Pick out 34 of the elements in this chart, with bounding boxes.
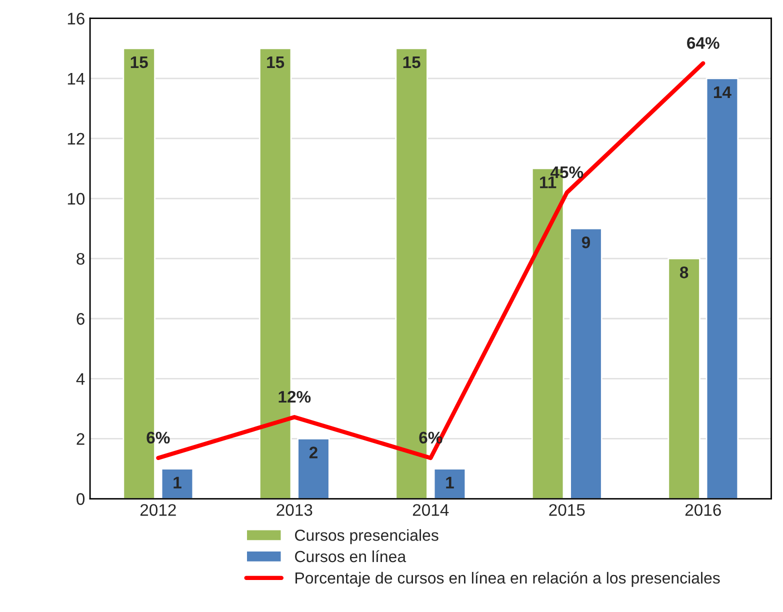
bar bbox=[160, 468, 194, 499]
data-label: 1 bbox=[446, 476, 454, 488]
bar bbox=[433, 468, 466, 499]
legend-label: Porcentaje de cursos en línea en relación a los presenciales bbox=[296, 572, 720, 587]
y-tick-label: 4 bbox=[76, 373, 85, 385]
data-label: 9 bbox=[582, 236, 590, 248]
y-tick-label: 6 bbox=[76, 313, 84, 325]
bar bbox=[668, 258, 700, 499]
data-label: 15 bbox=[130, 56, 148, 68]
data-label: 15 bbox=[267, 56, 284, 68]
data-label: 64% bbox=[687, 37, 720, 49]
x-tick-label: 2016 bbox=[685, 504, 721, 516]
data-label: 14 bbox=[714, 86, 732, 98]
y-tick-label: 0 bbox=[76, 493, 85, 505]
data-label: 2 bbox=[309, 446, 318, 458]
y-tick-label: 8 bbox=[76, 252, 84, 265]
bar bbox=[706, 78, 739, 499]
x-tick-label: 2012 bbox=[140, 504, 176, 516]
y-tick-label: 10 bbox=[68, 192, 85, 205]
data-label: 8 bbox=[680, 266, 688, 278]
bar bbox=[297, 438, 330, 499]
legend-label: Cursos presenciales bbox=[295, 529, 438, 544]
y-tick-label: 12 bbox=[68, 132, 84, 145]
x-tick-label: 2015 bbox=[549, 504, 585, 516]
x-tick-label: 2013 bbox=[276, 504, 312, 516]
y-tick-label: 2 bbox=[76, 433, 84, 445]
data-label: 15 bbox=[403, 56, 420, 68]
bar bbox=[570, 228, 602, 499]
y-tick-label: 14 bbox=[68, 72, 85, 84]
data-label: 1 bbox=[174, 476, 182, 488]
legend-label: Cursos en línea bbox=[295, 550, 406, 562]
x-tick-label: 2014 bbox=[412, 504, 449, 516]
y-tick-label: 16 bbox=[68, 12, 84, 25]
data-label: 11 bbox=[540, 176, 556, 188]
